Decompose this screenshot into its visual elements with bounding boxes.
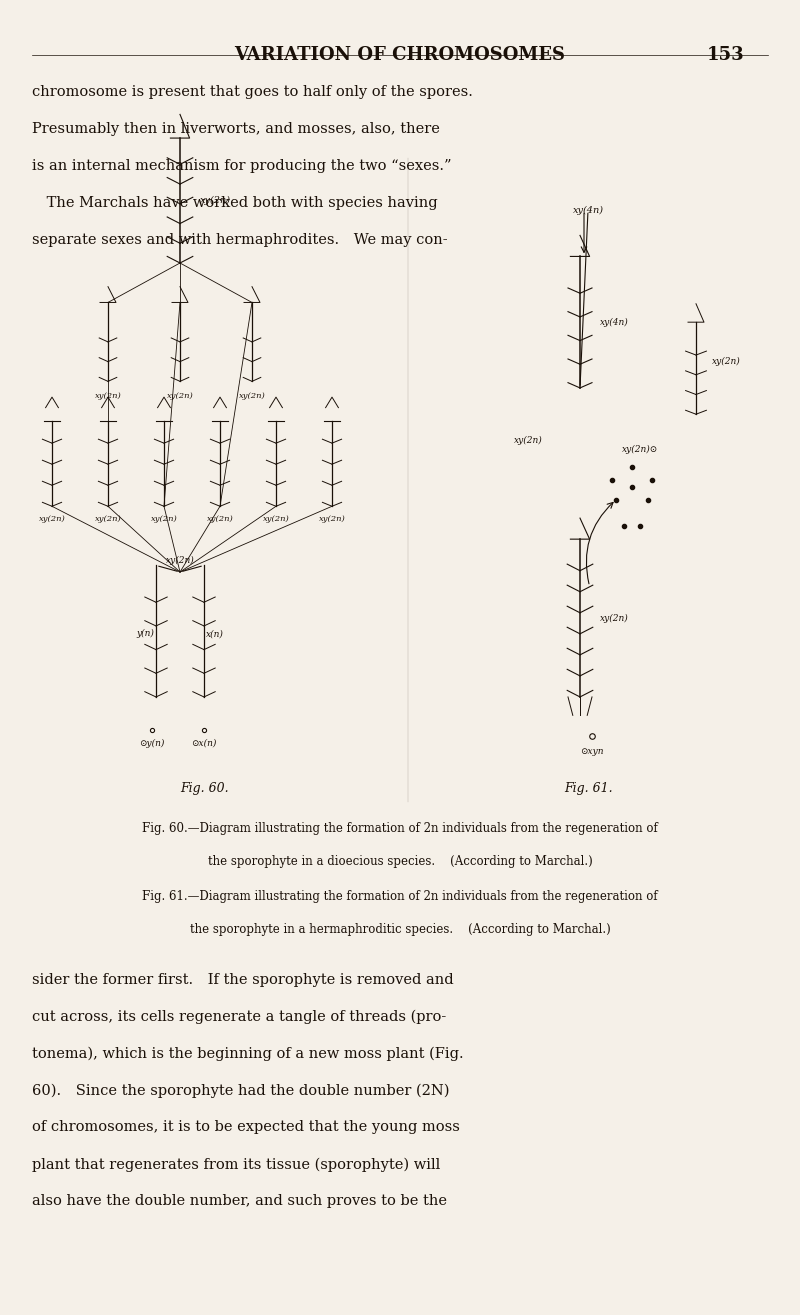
- Text: xy(2n): xy(2n): [712, 358, 741, 366]
- Text: y(n): y(n): [137, 630, 154, 638]
- Text: ⊙y(n): ⊙y(n): [139, 739, 165, 748]
- Text: xy(2n): xy(2n): [262, 515, 290, 523]
- Text: xy(2n): xy(2n): [600, 614, 629, 622]
- Text: of chromosomes, it is to be expected that the young moss: of chromosomes, it is to be expected tha…: [32, 1120, 460, 1135]
- Text: xy(2n): xy(2n): [38, 515, 66, 523]
- Text: the sporophyte in a dioecious species.    (According to Marchal.): the sporophyte in a dioecious species. (…: [208, 855, 592, 868]
- Text: the sporophyte in a hermaphroditic species.    (According to Marchal.): the sporophyte in a hermaphroditic speci…: [190, 923, 610, 936]
- Text: xy(2n): xy(2n): [200, 196, 231, 205]
- Text: xy(4n): xy(4n): [600, 318, 629, 326]
- Text: tonema), which is the beginning of a new moss plant (Fig.: tonema), which is the beginning of a new…: [32, 1047, 464, 1061]
- Text: VARIATION OF CHROMOSOMES: VARIATION OF CHROMOSOMES: [234, 46, 566, 64]
- Text: xy(4n): xy(4n): [573, 206, 603, 214]
- Text: xy(2n): xy(2n): [94, 515, 122, 523]
- Text: 153: 153: [706, 46, 744, 64]
- Text: cut across, its cells regenerate a tangle of threads (pro-: cut across, its cells regenerate a tangl…: [32, 1010, 446, 1024]
- Text: xy(2n): xy(2n): [94, 392, 122, 400]
- Text: ⊙x(n): ⊙x(n): [191, 739, 217, 748]
- Text: xy(2n): xy(2n): [318, 515, 346, 523]
- Text: plant that regenerates from its tissue (sporophyte) will: plant that regenerates from its tissue (…: [32, 1157, 440, 1172]
- Text: xy(2n): xy(2n): [150, 515, 178, 523]
- Text: chromosome is present that goes to half only of the spores.: chromosome is present that goes to half …: [32, 85, 473, 100]
- Text: separate sexes and with hermaphrodites. We may con-: separate sexes and with hermaphrodites. …: [32, 233, 448, 247]
- Text: Presumably then in liverworts, and mosses, also, there: Presumably then in liverworts, and mosse…: [32, 122, 440, 137]
- Text: Fig. 61.—Diagram illustrating the formation of 2n individuals from the regenerat: Fig. 61.—Diagram illustrating the format…: [142, 890, 658, 903]
- Text: Fig. 60.—Diagram illustrating the formation of 2n individuals from the regenerat: Fig. 60.—Diagram illustrating the format…: [142, 822, 658, 835]
- Text: xy(2n): xy(2n): [514, 437, 542, 444]
- Text: x(n): x(n): [206, 630, 223, 638]
- Text: xy(2n): xy(2n): [206, 515, 234, 523]
- Text: ⊙xyn: ⊙xyn: [580, 747, 604, 756]
- Text: 60). Since the sporophyte had the double number (2Ν): 60). Since the sporophyte had the double…: [32, 1084, 450, 1098]
- Text: Fig. 61.: Fig. 61.: [564, 782, 612, 796]
- Text: sider the former first. If the sporophyte is removed and: sider the former first. If the sporophyt…: [32, 973, 454, 988]
- Text: also have the double number, and such proves to be the: also have the double number, and such pr…: [32, 1194, 447, 1208]
- Text: is an internal mechanism for producing the two “sexes.”: is an internal mechanism for producing t…: [32, 159, 451, 174]
- Text: xy(2n): xy(2n): [166, 392, 194, 400]
- Text: xy(2n)⊙: xy(2n)⊙: [622, 444, 658, 454]
- Text: xy(2n): xy(2n): [166, 556, 194, 565]
- Text: Fig. 60.: Fig. 60.: [180, 782, 228, 796]
- Text: xy(2n): xy(2n): [238, 392, 266, 400]
- Text: The Marchals have worked both with species having: The Marchals have worked both with speci…: [32, 196, 438, 210]
